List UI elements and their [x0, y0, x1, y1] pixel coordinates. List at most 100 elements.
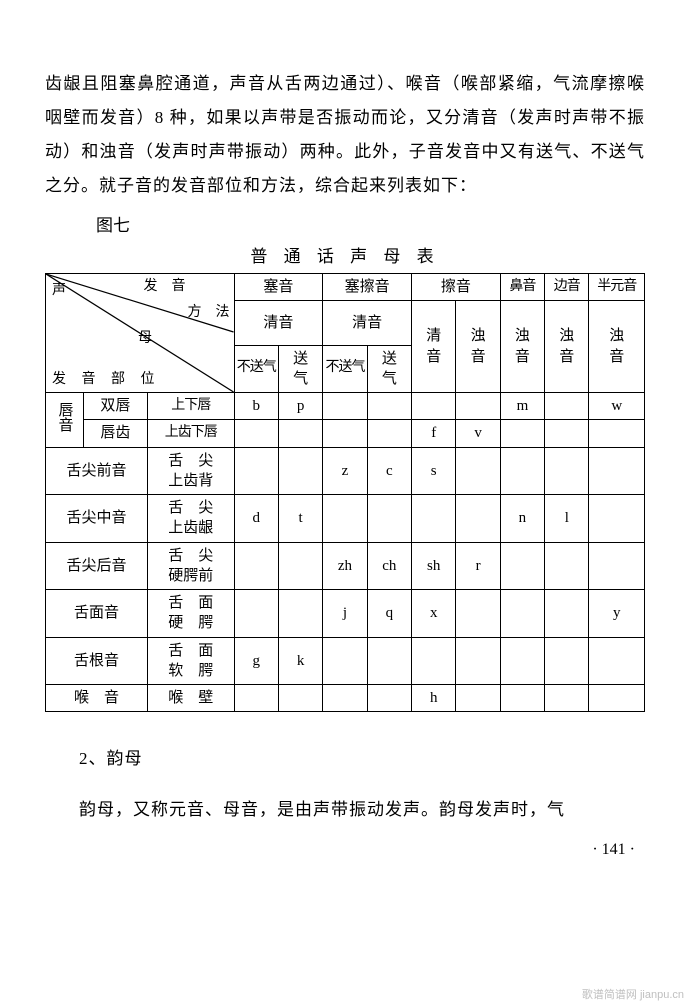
cell: [545, 637, 589, 685]
section-2-heading: 2、韵母: [45, 742, 645, 776]
row-place: 舌 面 硬 腭: [148, 590, 235, 638]
sub-qing-1: 清音: [234, 301, 323, 345]
row-place: 舌 尖 硬腭前: [148, 542, 235, 590]
table-title: 普 通 话 声 母 表: [45, 242, 645, 267]
cell: [234, 590, 278, 638]
cell: [367, 393, 411, 420]
table-row: 喉 音 喉 壁 h: [46, 685, 645, 712]
cell: [456, 637, 500, 685]
cell: l: [545, 495, 589, 543]
cell: h: [412, 685, 456, 712]
row-label: 舌尖中音: [46, 495, 148, 543]
cell: [456, 393, 500, 420]
cell: [589, 637, 645, 685]
cell: [589, 495, 645, 543]
sub-qing-3: 清音: [412, 301, 456, 393]
cell: zh: [323, 542, 367, 590]
sub-bsq-2: 不送气: [323, 345, 367, 393]
cell: z: [323, 447, 367, 495]
sub-zhuo-3: 浊音: [456, 301, 500, 393]
consonant-table: 发 音 方 法 声 母 发 音 部 位 塞音 塞擦音 擦音 鼻音 边音 半元音 …: [45, 273, 645, 712]
cell: f: [412, 420, 456, 447]
cell: [323, 685, 367, 712]
cell: q: [367, 590, 411, 638]
cell: d: [234, 495, 278, 543]
cell: [545, 447, 589, 495]
cell: [589, 420, 645, 447]
cell: [278, 447, 322, 495]
cell: [367, 637, 411, 685]
section-2: 2、韵母 韵母，又称元音、母音，是由声带振动发声。韵母发声时，气: [45, 742, 645, 827]
cell: sh: [412, 542, 456, 590]
page: 齿龈且阻塞鼻腔通道，声音从舌两边通过）、喉音（喉部紧缩，气流摩擦喉咽壁而发音）8…: [0, 0, 690, 889]
row-label: 双唇: [83, 393, 147, 420]
table-row: 舌尖后音 舌 尖 硬腭前 zh ch sh r: [46, 542, 645, 590]
cell: n: [500, 495, 544, 543]
col-cayin: 擦音: [412, 274, 501, 301]
row-label: 舌面音: [46, 590, 148, 638]
diag-fayinbuwei: 发 音 部 位: [52, 371, 161, 390]
diag-fangfa: 方 法: [188, 304, 230, 323]
row-label: 舌尖后音: [46, 542, 148, 590]
row-place: 上齿下唇: [148, 420, 235, 447]
cell: k: [278, 637, 322, 685]
cell: r: [456, 542, 500, 590]
table-row: 舌根音 舌 面 软 腭 g k: [46, 637, 645, 685]
sub-sq-1: 送气: [278, 345, 322, 393]
cell: v: [456, 420, 500, 447]
paragraph-1: 齿龈且阻塞鼻腔通道，声音从舌两边通过）、喉音（喉部紧缩，气流摩擦喉咽壁而发音）8…: [45, 67, 645, 203]
cell: c: [367, 447, 411, 495]
diag-fayin: 发 音: [144, 278, 186, 297]
row-place: 喉 壁: [148, 685, 235, 712]
cell: [278, 542, 322, 590]
group-chunyin: 唇音: [46, 393, 84, 448]
table-row: 舌尖中音 舌 尖 上齿龈 d t n l: [46, 495, 645, 543]
cell: [323, 420, 367, 447]
cell: [500, 420, 544, 447]
row-place: 上下唇: [148, 393, 235, 420]
col-banyuanyin: 半元音: [589, 274, 645, 301]
col-secayin: 塞擦音: [323, 274, 412, 301]
cell: [323, 393, 367, 420]
diag-sheng: 声: [52, 282, 66, 301]
cell: x: [412, 590, 456, 638]
cell: [456, 447, 500, 495]
cell: [545, 542, 589, 590]
cell: y: [589, 590, 645, 638]
cell: [589, 685, 645, 712]
cell: [500, 447, 544, 495]
cell: b: [234, 393, 278, 420]
sub-bsq-1: 不送气: [234, 345, 278, 393]
cell: w: [589, 393, 645, 420]
cell: [234, 420, 278, 447]
cell: [367, 420, 411, 447]
row-label: 舌尖前音: [46, 447, 148, 495]
col-biyin: 鼻音: [500, 274, 544, 301]
watermark: 歌谱简谱网 jianpu.cn: [582, 986, 684, 1002]
cell: [412, 495, 456, 543]
cell: t: [278, 495, 322, 543]
cell: [545, 420, 589, 447]
cell: [323, 495, 367, 543]
col-bianyin: 边音: [545, 274, 589, 301]
paragraph-2: 韵母，又称元音、母音，是由声带振动发声。韵母发声时，气: [45, 793, 645, 827]
cell: [545, 685, 589, 712]
cell: [589, 447, 645, 495]
sub-sq-2: 送气: [367, 345, 411, 393]
cell: [234, 447, 278, 495]
cell: [456, 495, 500, 543]
sub-zhuo-4: 浊音: [500, 301, 544, 393]
cell: ch: [367, 542, 411, 590]
sub-qing-2: 清音: [323, 301, 412, 345]
row-place: 舌 尖 上齿龈: [148, 495, 235, 543]
table-row: 唇齿 上齿下唇 f v: [46, 420, 645, 447]
row-label: 喉 音: [46, 685, 148, 712]
cell: [545, 393, 589, 420]
cell: [456, 590, 500, 638]
figure-label: 图七: [96, 211, 645, 236]
cell: [545, 590, 589, 638]
cell: g: [234, 637, 278, 685]
table-row: 唇音 双唇 上下唇 b p m w: [46, 393, 645, 420]
cell: [500, 590, 544, 638]
table-row: 舌尖前音 舌 尖 上齿背 z c s: [46, 447, 645, 495]
